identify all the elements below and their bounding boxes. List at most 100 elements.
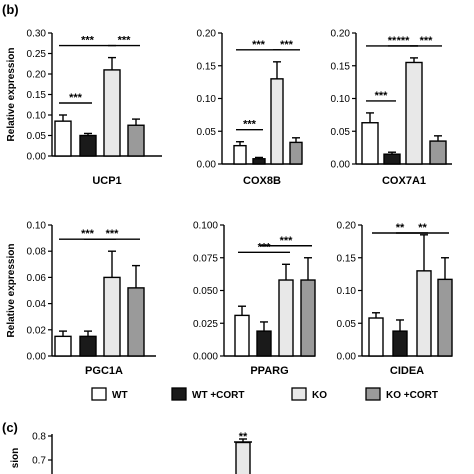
bar-ko	[270, 78, 284, 165]
significance-label: ***	[397, 35, 411, 47]
legend-swatch	[365, 387, 381, 401]
bar-wt	[368, 317, 384, 357]
legend-swatch	[91, 387, 107, 401]
y-tick-label: 0.10	[197, 94, 217, 105]
y-tick-label: 0.20	[197, 29, 217, 40]
significance-label: ***	[375, 90, 389, 102]
y-tick-label: 0.05	[331, 127, 351, 138]
y-tick-label: 0.025	[193, 319, 218, 330]
bar-ko	[103, 276, 121, 357]
bar-wt-cort	[383, 153, 401, 165]
chart-cox8b: 0.00 0.05 0.10 0.15 0.20 *** *** *** COX8B	[197, 29, 303, 187]
chart-title: COX8B	[243, 175, 281, 187]
y-tick-label: 0.10	[331, 94, 351, 105]
bar-wt-cort	[392, 330, 408, 357]
significance-label: **	[396, 222, 405, 234]
significance-label: ***	[258, 241, 272, 253]
bar-ko-cort	[300, 279, 316, 357]
y-tick-label: 0.00	[197, 160, 217, 171]
bar-wt-cort	[79, 134, 97, 157]
bar-ko-cort	[127, 287, 145, 357]
significance-label: ***	[243, 119, 257, 131]
legend-label: KO	[312, 390, 327, 401]
y-axis-label: Relative expression	[6, 244, 17, 338]
significance-label: ***	[420, 35, 434, 47]
bar-wt-cort	[252, 158, 266, 165]
y-tick-label: 0.00	[337, 352, 357, 363]
legend-swatch	[171, 387, 187, 401]
bar-wt	[54, 335, 72, 357]
y-axis-label: sion	[10, 448, 21, 469]
chart-cox7a1: 0.000.050.100.150.20***** *** ***COX7A1	[331, 29, 452, 187]
y-tick-label: 0.15	[337, 253, 357, 264]
y-tick-label: 0.05	[27, 131, 47, 142]
significance-label: ***	[69, 92, 83, 104]
y-tick-label: 0.7	[32, 456, 46, 467]
chart-title: PPARG	[250, 365, 288, 377]
chart-ucp1: 0.00 0.05 0.10 0.15 0.20 0.25 0.30 *** *** *** UCP…	[6, 29, 162, 187]
legend-item-wt: WT	[91, 387, 128, 401]
bar-wt-cort	[79, 335, 97, 357]
legend-swatch	[291, 387, 307, 401]
y-tick-label: 0.100	[193, 221, 218, 232]
y-tick-label: 0.05	[197, 127, 217, 138]
significance-label: ***	[81, 35, 95, 47]
y-tick-label: 0.10	[337, 286, 357, 297]
y-tick-label: 0.20	[331, 29, 351, 40]
bar-wt	[234, 314, 250, 357]
y-tick-label: 0.04	[27, 299, 47, 310]
y-tick-label: 0.30	[27, 29, 47, 40]
bar-ko	[235, 441, 251, 474]
significance-label: **	[388, 35, 397, 47]
panel-b-label: (b)	[2, 2, 19, 17]
significance-label: ***	[280, 235, 294, 247]
bar-ko-cort	[127, 124, 145, 157]
significance-label: **	[418, 222, 427, 234]
significance-label: ***	[106, 228, 120, 240]
significance-label: ***	[252, 39, 266, 51]
y-tick-label: 0.075	[193, 253, 218, 264]
bar-ko	[405, 61, 423, 165]
chart-pgc1a: 0.00 0.02 0.04 0.06 0.08 0.10 *** *** PGC1A Relat…	[6, 221, 156, 377]
y-tick-label: 0.050	[193, 286, 218, 297]
significance-label: ***	[81, 228, 95, 240]
bar-wt-cort	[256, 330, 272, 357]
y-tick-label: 0.20	[337, 221, 357, 232]
significance-label: ***	[118, 35, 132, 47]
chart-title: CIDEA	[390, 365, 424, 377]
chart-cidea: 0.00 0.05 0.10 0.15 0.20 ** ** CIDEA	[337, 221, 453, 377]
bar-ko-cort	[289, 141, 303, 165]
legend-label: WT	[112, 390, 128, 401]
panel-c-label: (c)	[2, 420, 18, 435]
y-tick-label: 0.06	[27, 273, 47, 284]
y-tick-label: 0.15	[27, 90, 47, 101]
y-tick-label: 0.15	[331, 61, 351, 72]
y-tick-label: 0.02	[27, 325, 47, 336]
bar-wt	[54, 120, 72, 157]
chart-title: UCP1	[92, 175, 121, 187]
significance-label: ***	[280, 39, 294, 51]
y-tick-label: 0.20	[27, 70, 47, 81]
y-tick-label: 0.00	[331, 160, 351, 171]
bar-ko	[416, 270, 432, 357]
chart-title: COX7A1	[382, 175, 426, 187]
chart-pparg: 0.000 0.025 0.050 0.075 0.100 *** *** PPARG	[193, 221, 316, 377]
y-tick-label: 0.25	[27, 49, 47, 60]
y-tick-label: 0.000	[193, 352, 218, 363]
y-tick-label: 0.15	[197, 61, 217, 72]
chart-title: PGC1A	[85, 365, 123, 377]
bar-ko-cort	[429, 140, 447, 165]
y-tick-label: 0.10	[27, 221, 47, 232]
y-tick-label: 0.10	[27, 111, 47, 122]
y-tick-label: 0.00	[27, 152, 47, 163]
bar-wt	[233, 144, 247, 165]
significance-label: **	[239, 431, 248, 443]
bar-wt	[361, 122, 379, 165]
legend-label: KO +CORT	[386, 390, 438, 401]
chart-panel-c: 0.8 0.7 ** sion	[10, 431, 252, 474]
legend-item-ko-cort: KO +CORT	[365, 387, 438, 401]
y-tick-label: 0.05	[337, 319, 357, 330]
legend-label: WT +CORT	[192, 390, 245, 401]
y-tick-label: 0.08	[27, 247, 47, 258]
charts-group: 0.000.050.100.150.200.250.30****** ***UCP…	[6, 29, 453, 474]
